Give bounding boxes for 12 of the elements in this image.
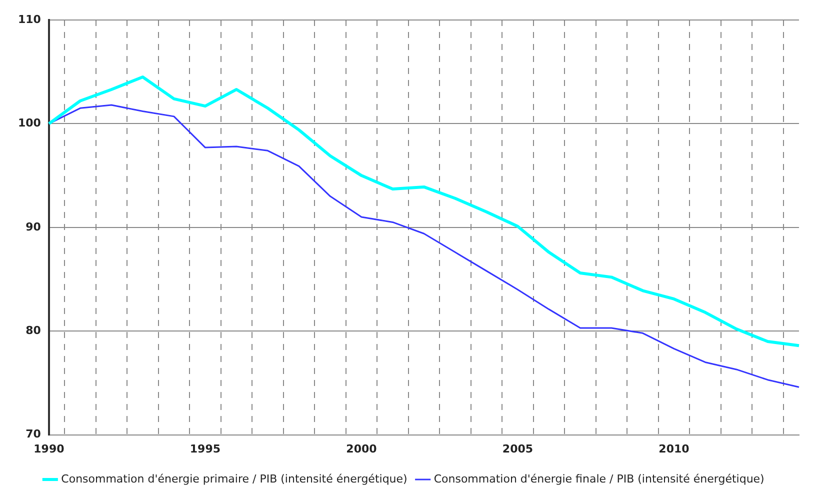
legend-label: Consommation d'énergie finale / PIB (intensité énergétique) [434,472,764,486]
x-tick-label: 2000 [346,442,378,456]
x-tick-label: 1990 [34,442,65,456]
y-tick-label: 80 [26,324,42,337]
y-tick-label: 100 [18,116,42,130]
legend-label: Consommation d'énergie primaire / PIB (intensité énergétique) [61,472,408,486]
y-tick-label: 90 [26,220,42,234]
x-tick-label: 2005 [502,442,534,456]
x-tick-label: 1995 [190,442,221,456]
x-tick-label: 2010 [658,442,690,456]
y-tick-label: 70 [26,428,42,441]
y-tick-label: 110 [18,12,42,26]
